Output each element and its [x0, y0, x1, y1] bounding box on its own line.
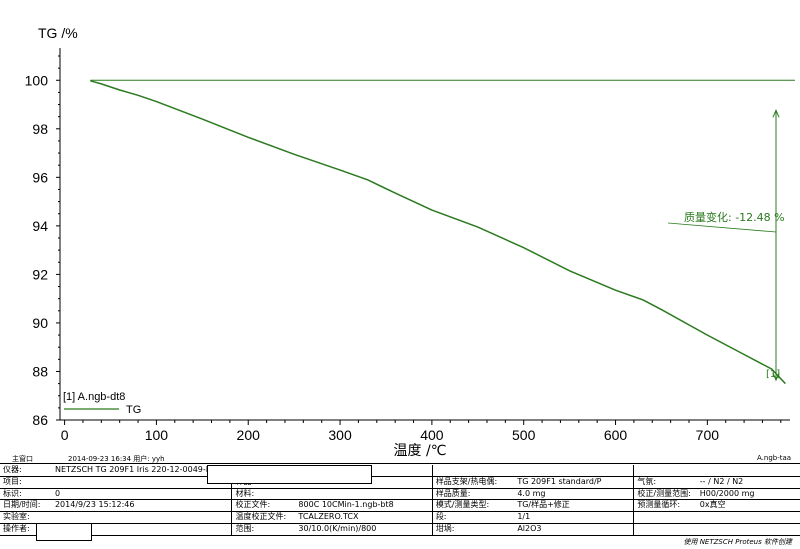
info-row: 项目:样品:A样品支架/热电偶:TG 209F1 standard/P气氛:--…	[0, 476, 800, 489]
legend-entry-tg: TG	[126, 404, 141, 416]
datetime-user: 2014-09-23 16:34 用户: yyh	[68, 455, 165, 463]
info-value	[697, 465, 800, 476]
info-value: TCALZERO.TCX	[298, 512, 359, 522]
info-value: TG 209F1 standard/P	[517, 476, 602, 486]
info-value: NETZSCH TG 209F1 Iris 220-12-0049-L 文件:	[54, 465, 232, 474]
info-row: 操作者: 范围: 30/10.0(K/min)/800 坩埚: Al2O3	[0, 523, 800, 536]
legend-title: [1] A.ngb-dt8	[63, 391, 125, 403]
annotation-leader-line	[667, 222, 777, 233]
info-label: 日期/时间:	[3, 500, 41, 510]
info-value: 2014/9/23 15:12:46	[54, 500, 135, 510]
info-label: 坩埚:	[431, 523, 515, 536]
info-label: 仪器:	[3, 465, 22, 474]
curve-tag-label: [1]	[766, 369, 780, 380]
info-value	[514, 465, 634, 476]
info-value: 30/10.0(K/min)/800	[298, 523, 377, 533]
info-label	[633, 523, 697, 536]
x-tick-label-0: 0	[61, 427, 69, 443]
info-value	[52, 476, 232, 488]
info-label: 实验室:	[3, 512, 30, 522]
info-separator	[0, 463, 800, 464]
info-label: 模式/测量类型:	[431, 499, 515, 512]
info-label	[431, 465, 515, 477]
info-label: 项目:	[3, 476, 22, 486]
x-tick-label-700: 700	[696, 427, 720, 443]
info-label: 校正文件:	[231, 499, 296, 512]
mass-change-annotation: 质量变化: -12.48 %	[684, 210, 785, 224]
info-value: 1/1	[517, 512, 531, 522]
arrow-head-top	[772, 108, 780, 118]
info-table: 仪器: NETZSCH TG 209F1 Iris 220-12-0049-L 文…	[0, 465, 800, 536]
info-value: 0x真空	[699, 500, 726, 510]
legend: [1] A.ngb-dt8 TG	[63, 391, 141, 416]
info-value: -- / N2 / N2	[699, 476, 744, 486]
main-window-label: 主窗口	[12, 455, 33, 463]
x-axis-label: 温度 /℃	[394, 443, 447, 459]
y-tick-label-88: 88	[32, 363, 48, 379]
info-value	[697, 512, 800, 524]
info-label: 材料:	[231, 488, 296, 500]
x-tick-label-100: 100	[145, 427, 169, 443]
info-label: 标识:	[3, 488, 22, 498]
info-value: Al2O3	[517, 523, 542, 533]
y-tick-label-90: 90	[32, 315, 48, 331]
info-row: 标识: 0 材料: 样品质量: 4.0 mg 校正/测量范围: H00/2000 mg	[0, 488, 800, 500]
info-row: 仪器: NETZSCH TG 209F1 Iris 220-12-0049-L 文…	[0, 465, 800, 477]
info-label: 段:	[431, 511, 515, 524]
brand-footer: 使用 NETZSCH Proteus 软件创建	[683, 538, 792, 546]
info-label: 校正/测量范围:	[633, 488, 697, 500]
y-tick-label-100: 100	[25, 72, 49, 88]
info-row: 日期/时间: 2014/9/23 15:12:46 校正文件: 800C 10CMin…	[0, 499, 800, 512]
chart-axes	[59, 48, 790, 421]
info-label: 操作者:	[3, 523, 30, 533]
info-label	[633, 465, 697, 477]
info-value: 0	[54, 488, 61, 498]
file-tag: A.ngb-taa	[757, 454, 792, 462]
info-label: 范围:	[231, 523, 296, 536]
x-tick-label-300: 300	[328, 427, 352, 443]
x-tick-label-200: 200	[237, 427, 261, 443]
redacted-file-box	[207, 465, 372, 484]
info-value	[697, 523, 800, 535]
y-tick-label-86: 86	[32, 412, 48, 428]
y-tick-label-98: 98	[32, 121, 48, 137]
mass-change-arrow	[772, 108, 780, 382]
info-value: H00/2000 mg	[699, 488, 755, 498]
y-tick-label-94: 94	[32, 218, 48, 234]
chart-ticks: 86 88 90 92 94 96 98 100 0 100 200 300 400 500 600 700	[25, 55, 782, 443]
info-label: 气氛:	[633, 476, 697, 489]
y-tick-label-92: 92	[32, 266, 48, 282]
info-label: 样品支架/热电偶:	[431, 476, 515, 489]
redacted-operator-box	[36, 523, 92, 541]
x-tick-label-400: 400	[420, 427, 444, 443]
y-axis-label: TG /%	[38, 25, 78, 41]
info-value	[52, 512, 232, 524]
tg-series-line	[90, 80, 786, 385]
info-value: 4.0 mg	[517, 488, 546, 498]
info-value: 800C 10CMin-1.ngb-bt8	[298, 500, 394, 510]
info-label	[633, 511, 697, 524]
info-label: 样品质量:	[431, 488, 515, 500]
x-tick-label-600: 600	[604, 427, 628, 443]
info-value: TG/样品+修正	[517, 500, 570, 510]
info-label: 温度校正文件:	[231, 511, 296, 524]
y-tick-label-96: 96	[32, 169, 48, 185]
info-value	[295, 488, 432, 500]
info-row: 实验室: 温度校正文件: TCALZERO.TCX 段: 1/1	[0, 511, 800, 524]
x-tick-label-500: 500	[512, 427, 536, 443]
info-label: 预测量循环:	[633, 499, 697, 512]
arrow-head-bottom	[772, 372, 780, 382]
